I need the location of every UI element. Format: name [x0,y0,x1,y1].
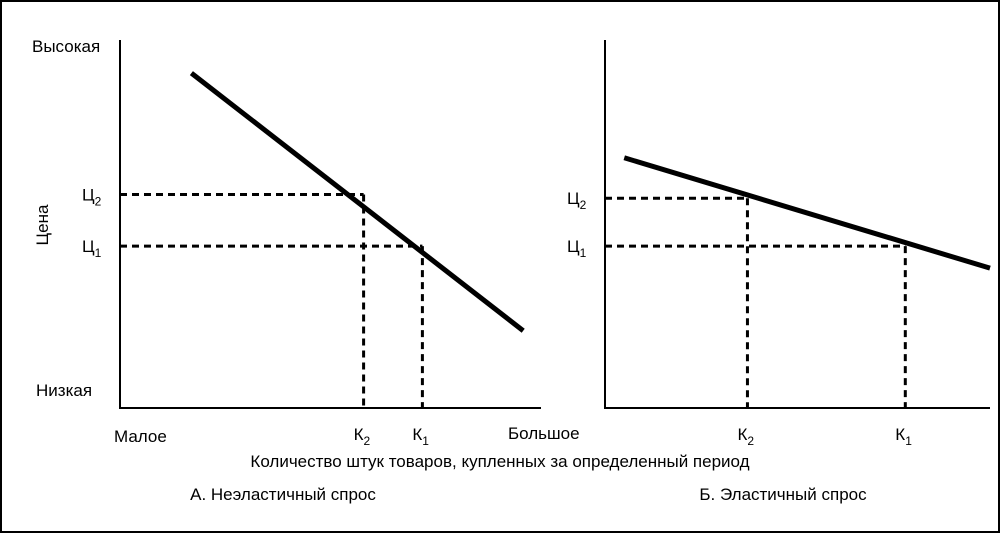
panel-a-qty-label-1: К1 [412,425,429,448]
panel-a-marks: Ц2 К2 Ц1 К1 [82,71,525,448]
panel-b-price-label-1: Ц1 [567,237,587,260]
panel-b-title: Б. Эластичный спрос [699,485,867,504]
panel-a-demand-line [189,71,525,333]
panel-b-price-label-2: Ц2 [567,189,587,212]
panel-a-title: А. Неэластичный спрос [190,485,376,504]
panel-a-qty-label-2: К2 [354,425,371,448]
x-axis-title: Количество штук товаров, купленных за оп… [250,452,749,471]
panel-b-marks: Ц2 К2 Ц1 К1 [567,155,991,448]
panel-a-axes [119,40,541,409]
panel-a-price-label-2: Ц2 [82,186,102,209]
price-low-label: Низкая [36,381,92,400]
panel-a-price-label-1: Ц1 [82,237,102,260]
panel-b-qty-label-2: К2 [737,425,754,448]
qty-high-label: Большое [508,424,580,443]
panel-b-qty-label-1: К1 [895,425,912,448]
panel-b-axes [604,40,990,409]
price-high-label: Высокая [32,37,100,56]
qty-low-label: Малое [114,427,167,446]
panel-b-demand-line [623,155,991,271]
price-axis-label: Цена [33,204,52,245]
